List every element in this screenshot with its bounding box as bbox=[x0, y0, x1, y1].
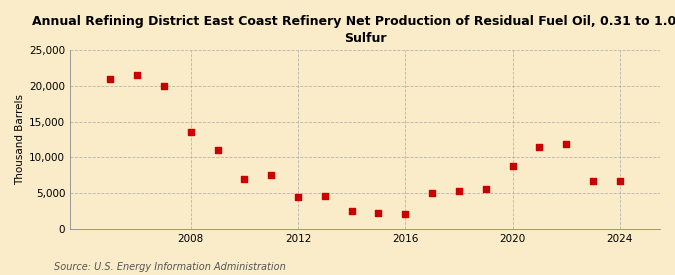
Point bbox=[400, 212, 410, 217]
Point bbox=[293, 194, 304, 199]
Text: Source: U.S. Energy Information Administration: Source: U.S. Energy Information Administ… bbox=[54, 262, 286, 272]
Point bbox=[132, 73, 142, 78]
Point bbox=[373, 211, 384, 215]
Point bbox=[481, 187, 491, 192]
Point bbox=[105, 77, 116, 81]
Point bbox=[266, 173, 277, 177]
Point bbox=[534, 144, 545, 149]
Y-axis label: Thousand Barrels: Thousand Barrels bbox=[15, 94, 25, 185]
Point bbox=[319, 194, 330, 198]
Point bbox=[454, 189, 464, 193]
Point bbox=[159, 84, 169, 88]
Point bbox=[427, 191, 437, 195]
Point bbox=[186, 130, 196, 134]
Point bbox=[587, 179, 598, 183]
Point bbox=[239, 177, 250, 181]
Point bbox=[346, 209, 357, 213]
Point bbox=[212, 148, 223, 152]
Point bbox=[561, 142, 572, 147]
Point bbox=[507, 164, 518, 168]
Title: Annual Refining District East Coast Refinery Net Production of Residual Fuel Oil: Annual Refining District East Coast Refi… bbox=[32, 15, 675, 45]
Point bbox=[614, 179, 625, 183]
